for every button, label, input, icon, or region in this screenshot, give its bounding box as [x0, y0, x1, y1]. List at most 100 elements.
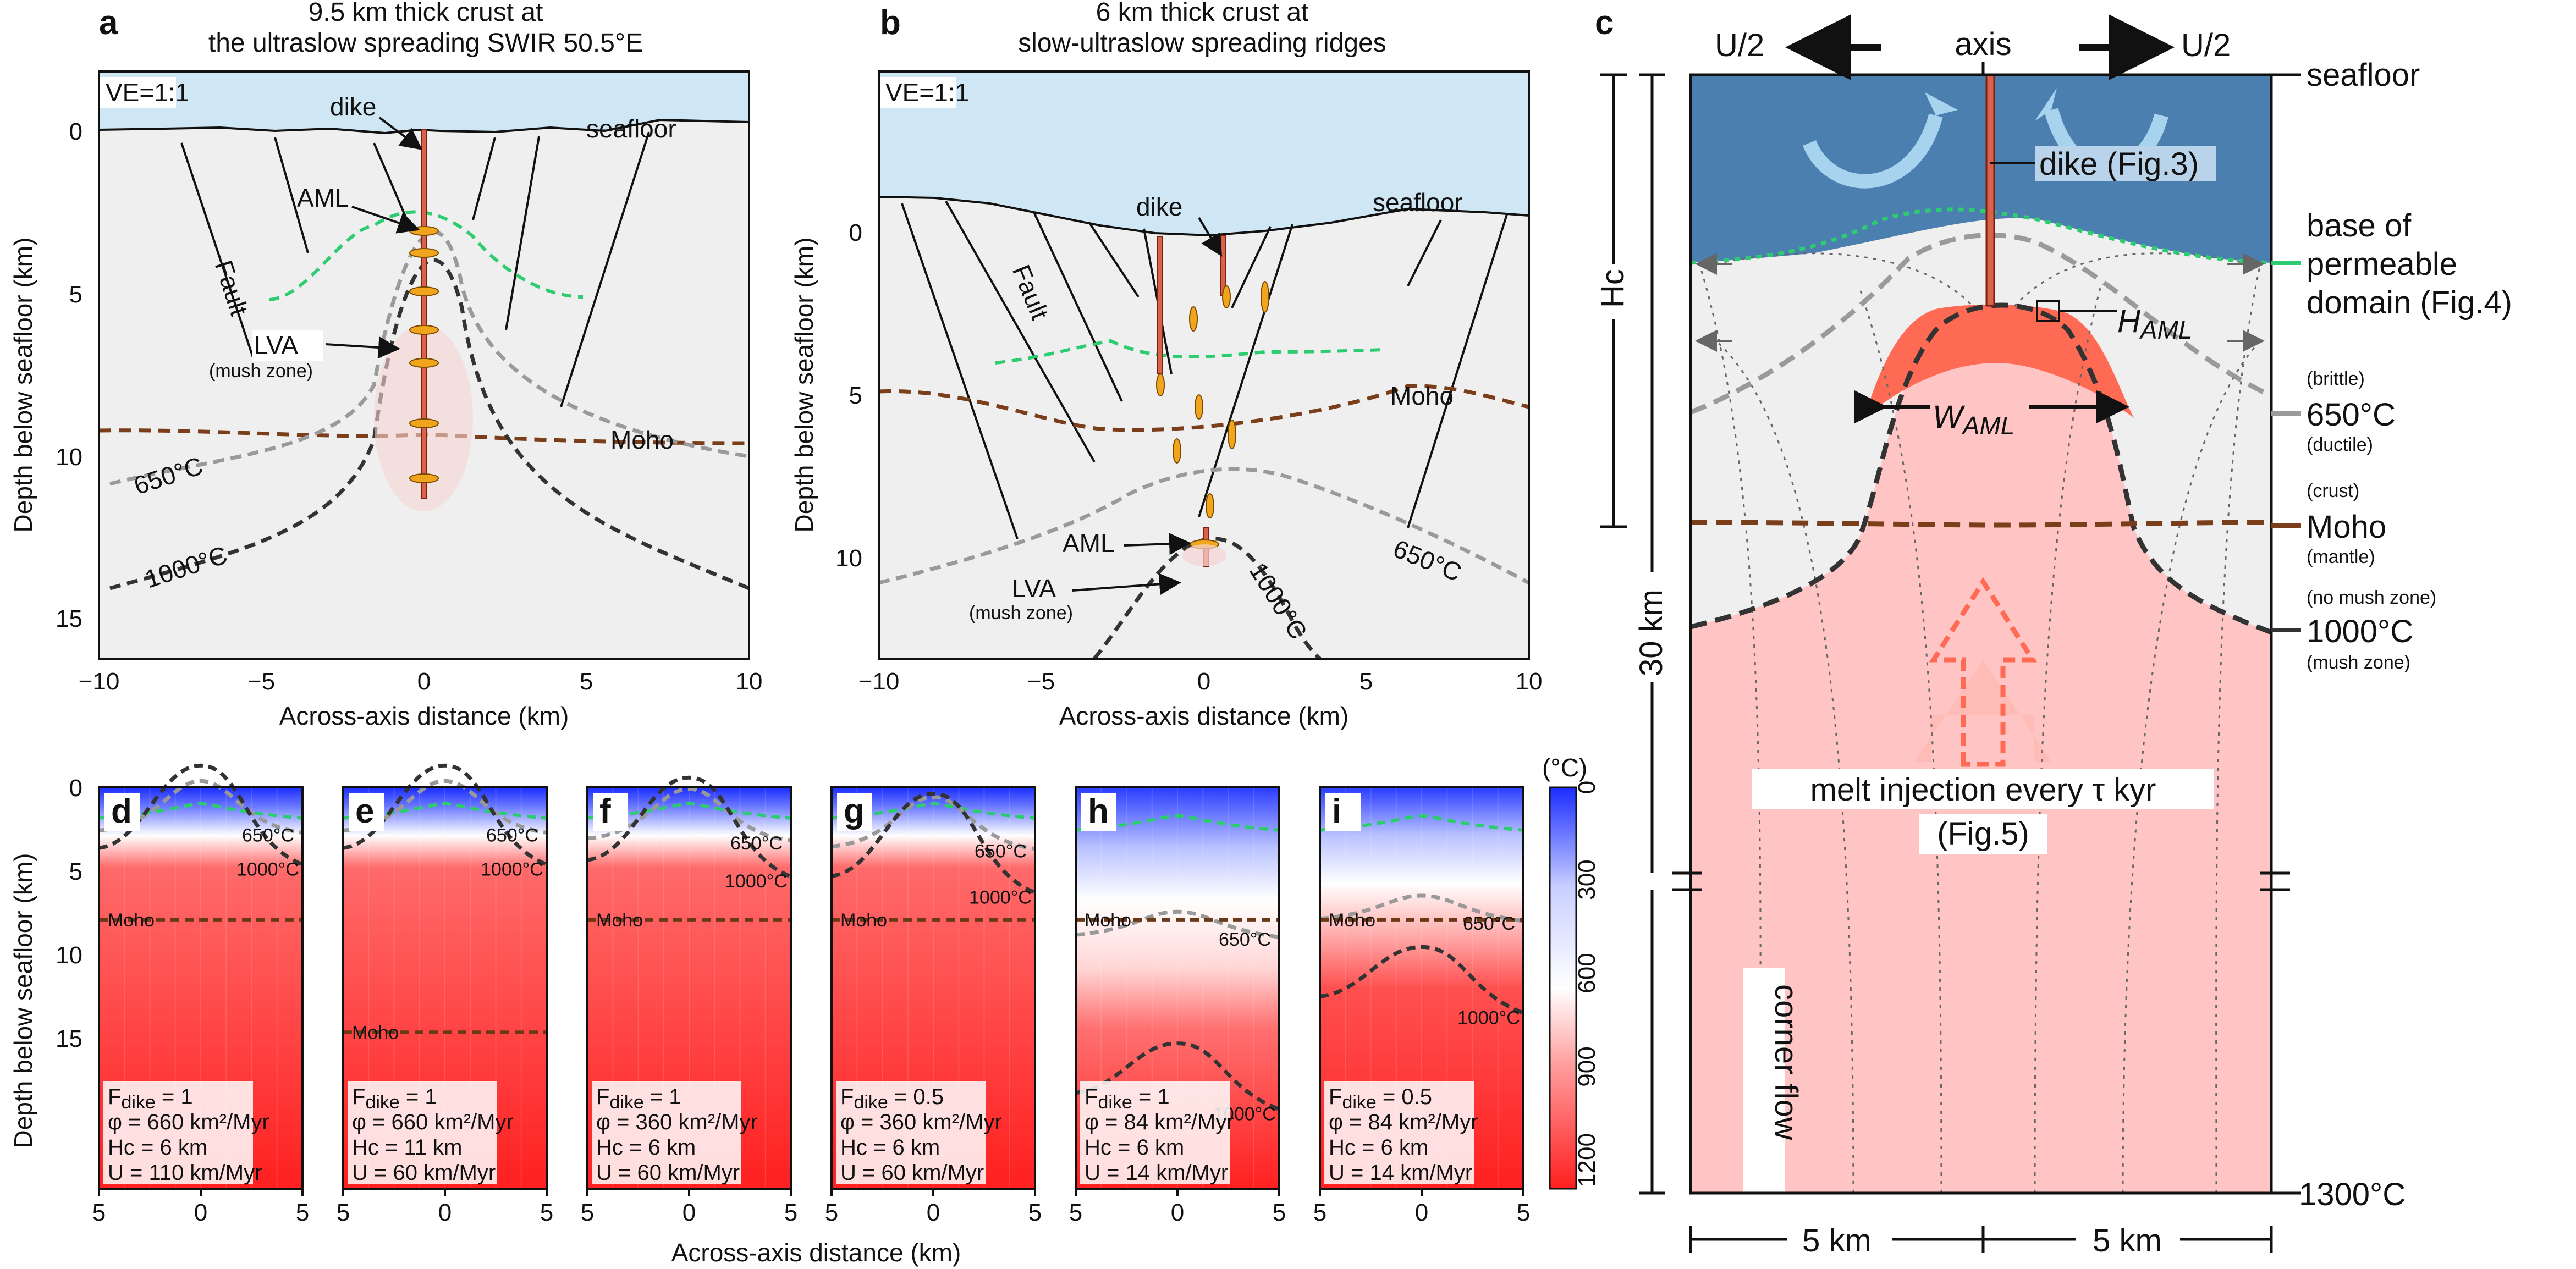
model-panel-fdike-sub: dike — [121, 1092, 155, 1113]
colorbar-tick: 600 — [1573, 953, 1600, 993]
panel-a-faults — [180, 131, 650, 407]
model-panel-moho-label: Moho — [1329, 910, 1375, 931]
panel-c-30km-scale — [1639, 73, 1665, 1195]
model-panel-fdike: Fdike = 1 — [1085, 1085, 1170, 1113]
model-panel-fdike-f: F — [1085, 1085, 1098, 1109]
panel-b-y-ticks: 0 5 10 — [835, 219, 862, 572]
panel-b-xtick: −10 — [858, 668, 900, 695]
model-panel-xtick: 5 — [784, 1199, 797, 1226]
panel-a-ytick: 15 — [56, 605, 82, 632]
model-panel-xtick: 5 — [1517, 1199, 1530, 1226]
model-panel-fdike-f: F — [596, 1085, 609, 1109]
panel-a-xtick: −10 — [79, 668, 120, 695]
panel-b-ve-box — [879, 77, 956, 108]
model-panel-f: Moho 650°C 1000°C f Fdike = 1φ = 360 km²/Myr… — [581, 775, 797, 1226]
model-panel-xtick: 0 — [682, 1199, 696, 1226]
panel-b-lva-label: LVA — [1012, 574, 1056, 603]
panel-c-brittle: (brittle) — [2307, 368, 2365, 389]
panel-a-ve-box — [99, 77, 176, 108]
panel-b-frame — [878, 70, 1530, 660]
panel-c-30km-label: 30 km — [1633, 589, 1669, 676]
panel-b-ytick: 10 — [835, 545, 862, 572]
panel-c-base-line2: permeable — [2307, 246, 2457, 282]
panel-c-30km-box — [1639, 572, 1666, 682]
panel-c-axis-label: axis — [1955, 26, 2011, 62]
panel-b-xtick: 0 — [1197, 668, 1210, 695]
model-panel-isotherm-1000 — [1319, 945, 1524, 1015]
panel-c-waml-w: W — [1933, 399, 1966, 435]
model-panel-isotherm-650 — [343, 779, 547, 835]
panel-b-permeable-line — [995, 339, 1386, 365]
panel-b-isotherm-1000 — [1093, 537, 1322, 660]
panel-b-seafloor-line — [878, 196, 1529, 237]
model-panel-phi: φ = 660 km²/Myr — [108, 1110, 269, 1134]
panel-a-ve: VE=1:1 — [106, 78, 189, 107]
model-panel-isotherm-1000 — [587, 775, 792, 879]
model-panel-xtick: 5 — [337, 1199, 350, 1226]
panel-c-side-arrows — [1695, 253, 2265, 352]
panel-c-nomush-label: (no mush zone) — [2307, 587, 2436, 608]
panel-b-lva-arrow — [1072, 573, 1181, 595]
model-panel-fdike-f: F — [840, 1085, 854, 1109]
model-panel-xtick: 5 — [825, 1199, 838, 1226]
panel-c-left5-box — [1787, 1223, 1892, 1258]
panel-c-melt-label-1: melt injection every τ kyr — [1810, 772, 2156, 808]
panel-b-dike-arrow — [1198, 217, 1223, 257]
model-panel-fdike: Fdike = 1 — [108, 1085, 193, 1113]
panel-a-title-line1: 9.5 km thick crust at — [309, 0, 543, 27]
model-panel-fdike: Fdike = 0.5 — [840, 1085, 944, 1113]
model-panel-650-label: 650°C — [1219, 929, 1271, 950]
model-panel-fdike-sub: dike — [609, 1092, 643, 1113]
model-panel-xtick: 0 — [927, 1199, 940, 1226]
panel-c-haml-sub: AML — [2139, 316, 2193, 344]
panel-c-moho-label: Moho — [2307, 509, 2386, 545]
colorbar-tick: 0 — [1573, 781, 1600, 794]
model-panel-isotherm-650 — [1319, 893, 1524, 923]
panel-a-ytick: 0 — [69, 118, 82, 145]
model-panel-param-box — [103, 1081, 253, 1184]
panel-c-seafloor-label: seafloor — [2307, 57, 2420, 93]
model-panel-moho-label: Moho — [108, 910, 155, 931]
panel-a-seafloor-label: seafloor — [586, 114, 676, 143]
panel-a-aml-label: AML — [297, 184, 349, 212]
panel-c: c — [1595, 4, 2512, 1259]
model-panel-isotherm-1000 — [831, 791, 1036, 895]
model-panel-letter: d — [111, 792, 132, 830]
model-panel-xtick: 0 — [1171, 1199, 1184, 1226]
model-panel-isotherm-650 — [1075, 909, 1280, 939]
model-panel-fdike-value: = 0.5 — [888, 1085, 944, 1109]
panel-b-seafloor-label: seafloor — [1373, 188, 1463, 217]
model-panel-650-label: 650°C — [486, 825, 538, 846]
model-panel-xtick: 5 — [1069, 1199, 1082, 1226]
panel-a-xtick: −5 — [247, 668, 275, 695]
colorbar-tick: 900 — [1573, 1046, 1600, 1086]
panel-c-arrowhead-left — [1925, 92, 1958, 115]
panel-c-melt-label-2: (Fig.5) — [1937, 816, 2029, 852]
panel-b-ve: VE=1:1 — [885, 78, 969, 107]
colorbar-unit: (°C) — [1542, 753, 1587, 782]
model-panel-d: Moho 650°C 1000°C d Fdike = 1φ = 660 km²/Myr… — [92, 763, 309, 1226]
panel-c-mush-label: (mush zone) — [2307, 652, 2410, 673]
panel-c-crust-label: (crust) — [2307, 481, 2359, 501]
model-panel-letter: h — [1088, 792, 1109, 830]
model-panel-e: Moho 650°C 1000°C e Fdike = 1φ = 660 km²/Myr… — [337, 763, 553, 1226]
panel-b-letter: b — [880, 4, 901, 42]
model-panel-letter-box — [104, 793, 140, 831]
model-panel-fdike: Fdike = 0.5 — [1329, 1085, 1432, 1113]
colorbar-ticks: 0 300 600 900 1200 — [1573, 781, 1600, 1187]
model-panel-fdike-value: = 1 — [400, 1085, 437, 1109]
model-panel-fdike-value: = 1 — [1132, 1085, 1170, 1109]
panel-c-melt-box-2 — [1919, 814, 2047, 854]
panel-c-corner-flow-lines — [1698, 252, 2261, 1194]
panel-a-ylabel: Depth below seafloor (km) — [9, 238, 37, 533]
panel-c-650-label: 650°C — [2307, 397, 2396, 433]
panel-a-xtick: 10 — [736, 668, 763, 695]
panel-b-ylabel: Depth below seafloor (km) — [790, 238, 818, 533]
model-panel-650-label: 650°C — [1463, 913, 1515, 934]
model-panel-xtick: 5 — [540, 1199, 553, 1226]
grid-ytick: 15 — [56, 1025, 82, 1052]
model-panel-phi: φ = 84 km²/Myr — [1329, 1110, 1478, 1134]
model-panel-g: Moho 650°C 1000°C g Fdike = 0.5φ = 360 km²/M… — [825, 786, 1042, 1226]
model-panel-u: U = 60 km/Myr — [352, 1161, 496, 1185]
